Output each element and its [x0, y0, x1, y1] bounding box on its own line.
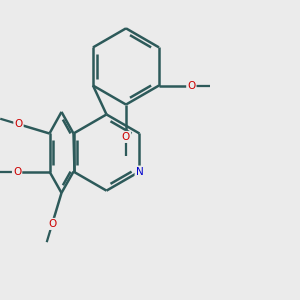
- Text: O: O: [187, 80, 196, 91]
- Text: O: O: [14, 119, 22, 129]
- Text: O: O: [122, 132, 130, 142]
- Text: O: O: [13, 167, 21, 177]
- Text: O: O: [48, 219, 56, 229]
- Text: N: N: [136, 167, 143, 177]
